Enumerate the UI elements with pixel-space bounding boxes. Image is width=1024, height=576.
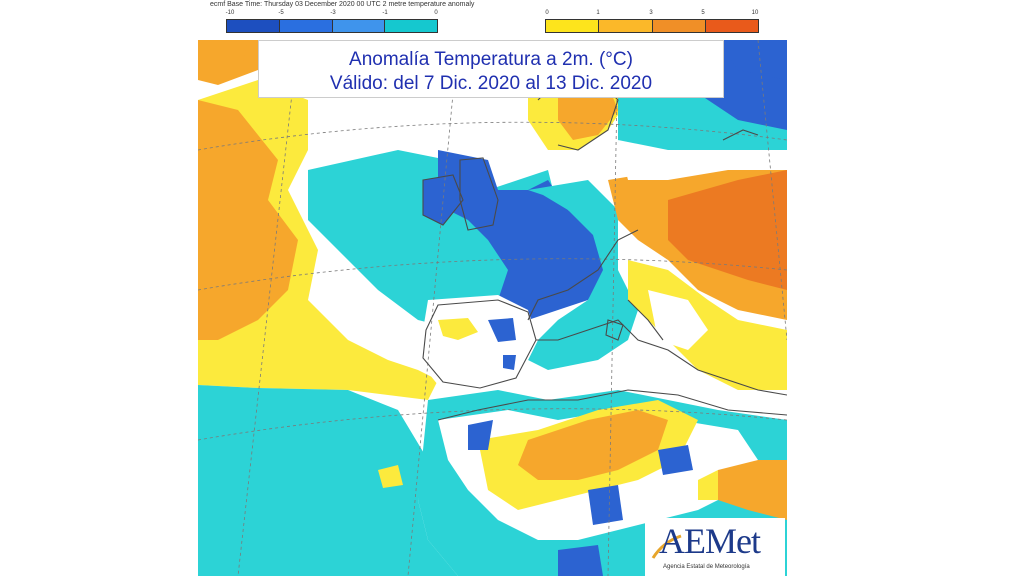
- sahara-blue-2: [588, 485, 623, 525]
- map-validity: Válido: del 7 Dic. 2020 al 13 Dic. 2020: [329, 73, 653, 94]
- central-europe-blue: [438, 150, 608, 320]
- italy-yellow: [628, 260, 787, 390]
- cold-tick: -3: [330, 10, 336, 16]
- cold-scale-ticks: -10 -5 -3 -1 0: [226, 10, 438, 18]
- cold-scale-bar: [226, 19, 438, 33]
- balkans-white: [648, 290, 708, 350]
- warm-scale-bar: [545, 19, 759, 33]
- north-africa-orange: [518, 410, 668, 480]
- logo-swoosh-icon: [651, 534, 682, 559]
- north-russia-white: [618, 140, 787, 180]
- iberia-blue-patch: [488, 318, 516, 342]
- aemet-logo: AEMet Agencia Estatal de Meteorología: [645, 518, 785, 576]
- northwest-blue: [718, 40, 787, 80]
- anomaly-map-svg: [198, 40, 787, 576]
- header: ecmf Base Time: Thursday 03 December 202…: [0, 0, 1024, 40]
- north-russia-cyan: [618, 80, 787, 170]
- south-atlantic-cyan: [198, 385, 458, 576]
- graticule: [198, 40, 787, 576]
- eastern-europe-dark-orange: [668, 170, 787, 290]
- warm-tick: 10: [751, 10, 759, 16]
- scandinavia-orange: [558, 85, 618, 140]
- east-africa-orange: [718, 460, 787, 520]
- warm-tick: 5: [701, 10, 705, 16]
- header-text: ecmf Base Time: Thursday 03 December 202…: [210, 1, 475, 8]
- warm-swatch: [705, 20, 758, 32]
- warm-swatch: [546, 20, 600, 32]
- warm-tick: 3: [649, 10, 653, 16]
- map-title-box: Anomalía Temperatura a 2m. (°C) Válido: …: [258, 40, 724, 98]
- sahara-blue-1: [468, 420, 493, 450]
- coastlines: [422, 79, 787, 421]
- warm-swatch: [652, 20, 706, 32]
- warm-scale-ticks: 0 1 3 5 10: [545, 10, 759, 18]
- cold-swatch: [227, 20, 280, 32]
- cold-swatch: [332, 20, 386, 32]
- logo-subtitle: Agencia Estatal de Meteorología: [663, 564, 750, 570]
- cold-tick: -10: [225, 10, 235, 16]
- map-title: Anomalía Temperatura a 2m. (°C): [349, 49, 633, 70]
- canary-yellow: [378, 465, 403, 488]
- cold-swatch: [385, 20, 437, 32]
- cold-tick: -1: [382, 10, 388, 16]
- warm-swatch: [599, 20, 653, 32]
- cold-tick: -5: [278, 10, 284, 16]
- warm-tick: 0: [545, 10, 549, 16]
- sahara-blue-3: [658, 445, 693, 475]
- sahara-blue-4: [558, 545, 603, 576]
- anomaly-map: [198, 40, 787, 576]
- cold-swatch: [279, 20, 333, 32]
- cold-tick: 0: [434, 10, 438, 16]
- east-africa-yellow: [698, 470, 718, 500]
- logo-wordmark: AEMet: [659, 521, 761, 561]
- greenland-orange: [208, 40, 248, 70]
- atlantic-warm-orange: [198, 100, 298, 340]
- iberia-yellow-patch: [438, 318, 478, 340]
- iberia-blue-patch-2: [503, 355, 516, 370]
- warm-tick: 1: [596, 10, 600, 16]
